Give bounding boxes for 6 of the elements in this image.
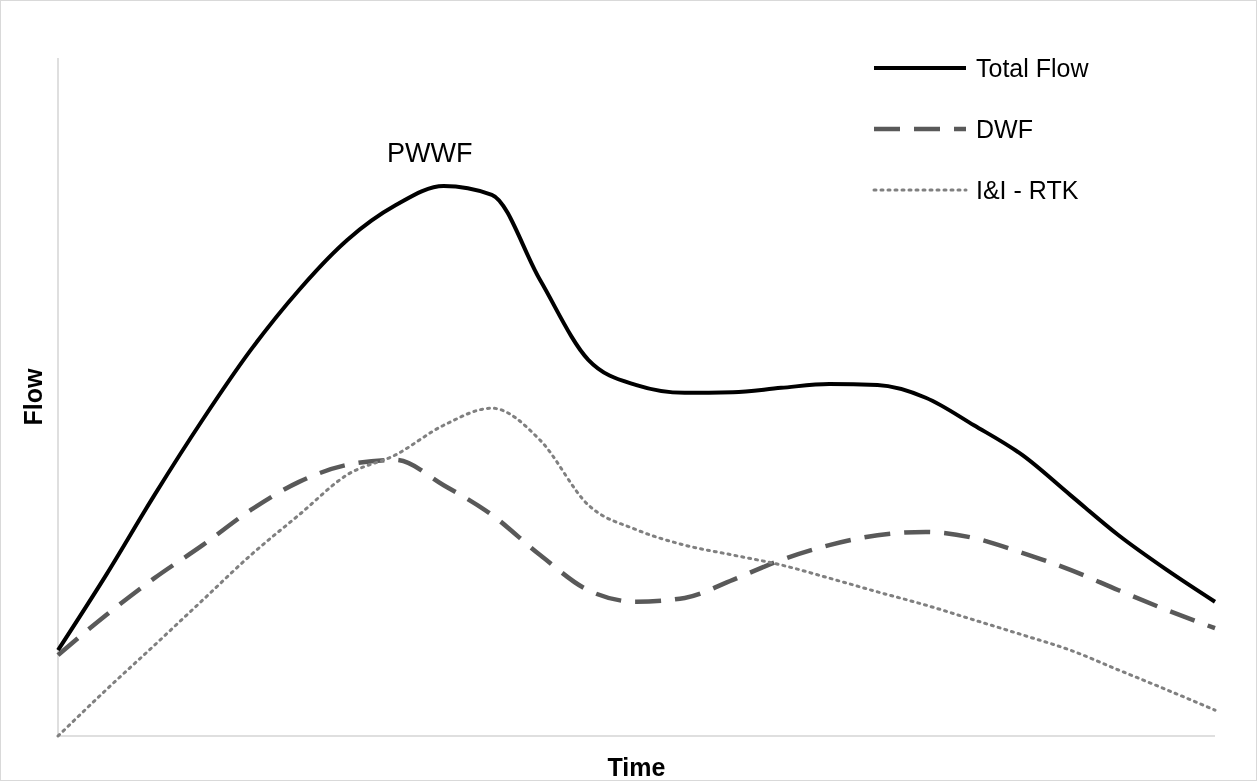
- y-axis-title: Flow: [19, 367, 47, 426]
- legend-label: DWF: [976, 115, 1033, 143]
- x-axis-title: Time: [607, 753, 666, 781]
- legend-label: I&I - RTK: [976, 176, 1079, 204]
- legend-label: Total Flow: [976, 54, 1090, 82]
- annotation: PWWF: [386, 138, 473, 168]
